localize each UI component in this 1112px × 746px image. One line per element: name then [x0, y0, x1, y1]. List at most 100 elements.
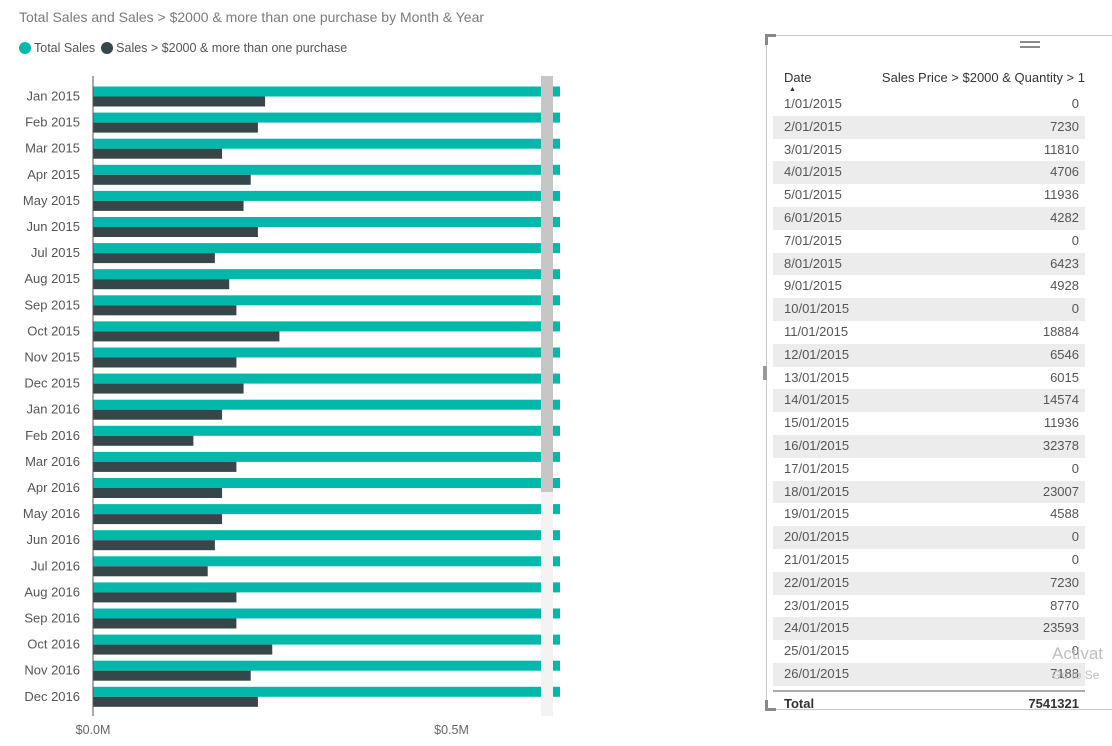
bar-sales-over-2000[interactable]	[93, 566, 208, 577]
bar-sales-over-2000[interactable]	[93, 279, 230, 290]
table-row[interactable]: 18/01/2015 23007	[773, 480, 1085, 504]
bar-sales-over-2000[interactable]	[93, 227, 258, 237]
bar-total-sales[interactable]	[93, 164, 560, 175]
bar-sales-over-2000[interactable]	[93, 670, 251, 681]
bar-total-sales[interactable]	[93, 608, 560, 619]
bar-sales-over-2000[interactable]	[93, 383, 244, 394]
bar-total-sales[interactable]	[93, 686, 560, 697]
bar-total-sales[interactable]	[93, 451, 560, 462]
resize-handle-bottom-left[interactable]	[765, 700, 776, 711]
bar-sales-over-2000[interactable]	[93, 488, 223, 498]
bar-sales-over-2000[interactable]	[93, 592, 237, 603]
column-header-sales[interactable]: Sales Price > $2000 & Quantity > 1	[881, 70, 1085, 85]
bar-total-sales[interactable]	[93, 112, 560, 123]
table-row[interactable]: 3/01/2015 11810	[773, 139, 1085, 162]
y-tick-label: Apr 2016	[27, 480, 80, 495]
table-body: 1/01/2015 0 2/01/2015 7230 3/01/2015 11810 4/0…	[773, 93, 1085, 686]
cell-date: 12/01/2015	[784, 346, 850, 362]
bar-total-sales[interactable]	[93, 347, 560, 358]
drag-handle-icon[interactable]	[1020, 41, 1040, 49]
chart-scrollbar-thumb[interactable]	[541, 76, 553, 492]
sort-ascending-icon[interactable]: ▲	[789, 86, 796, 93]
bar-sales-over-2000[interactable]	[93, 461, 237, 472]
table-row[interactable]: 11/01/2015 18884	[773, 321, 1085, 344]
bar-sales-over-2000[interactable]	[93, 148, 223, 159]
bar-total-sales[interactable]	[93, 530, 560, 541]
bar-sales-over-2000[interactable]	[93, 644, 273, 655]
bar-sales-over-2000[interactable]	[93, 696, 258, 707]
table-row[interactable]: 7/01/2015 0	[773, 230, 1085, 253]
table-row[interactable]: 14/01/2015 14574	[773, 389, 1085, 413]
table-row[interactable]: 5/01/2015 11936	[773, 184, 1085, 207]
bar-total-sales[interactable]	[93, 425, 560, 436]
bar-chart-visual[interactable]: Total Sales and Sales > $2000 & more tha…	[0, 0, 560, 746]
bar-sales-over-2000[interactable]	[93, 122, 258, 133]
cell-sales-value: 0	[1071, 643, 1079, 659]
bar-sales-over-2000[interactable]	[93, 357, 237, 368]
table-row[interactable]: 16/01/2015 32378	[773, 434, 1085, 458]
legend-item-sales-over-2000[interactable]: Sales > $2000 & more than one purchase	[101, 41, 347, 55]
table-row[interactable]: 4/01/2015 4706	[773, 161, 1085, 185]
data-table: Date ▲ Sales Price > $2000 & Quantity > …	[773, 67, 1085, 716]
y-tick-label: Jun 2015	[27, 219, 81, 234]
table-row[interactable]: 8/01/2015 6423	[773, 252, 1085, 276]
bar-total-sales[interactable]	[93, 217, 560, 227]
bar-sales-over-2000[interactable]	[93, 514, 223, 525]
table-row[interactable]: 2/01/2015 7230	[773, 115, 1085, 139]
table-row[interactable]: 9/01/2015 4928	[773, 275, 1085, 298]
table-row[interactable]: 15/01/2015 11936	[773, 412, 1085, 435]
table-row[interactable]: 24/01/2015 23593	[773, 617, 1085, 641]
bar-total-sales[interactable]	[93, 295, 560, 306]
bar-total-sales[interactable]	[93, 556, 560, 567]
table-row[interactable]: 6/01/2015 4282	[773, 206, 1085, 230]
table-row[interactable]: 1/01/2015 0	[773, 93, 1085, 116]
bar-total-sales[interactable]	[93, 478, 560, 488]
table-row[interactable]: 20/01/2015 0	[773, 526, 1085, 549]
bar-sales-over-2000[interactable]	[93, 253, 215, 264]
bar-total-sales[interactable]	[93, 321, 560, 332]
bar-total-sales[interactable]	[93, 399, 560, 410]
chart-legend: Total Sales Sales > $2000 & more than on…	[19, 41, 353, 55]
bar-sales-over-2000[interactable]	[93, 305, 237, 316]
bar-sales-over-2000[interactable]	[93, 96, 266, 107]
bar-total-sales[interactable]	[93, 634, 560, 645]
table-row[interactable]: 10/01/2015 0	[773, 298, 1085, 321]
bar-sales-over-2000[interactable]	[93, 435, 194, 446]
bar-total-sales[interactable]	[93, 138, 560, 149]
table-row[interactable]: 12/01/2015 6546	[773, 343, 1085, 367]
column-header-date[interactable]: Date	[784, 70, 812, 85]
table-row[interactable]: 23/01/2015 8770	[773, 595, 1085, 618]
table-row[interactable]: 21/01/2015 0	[773, 549, 1085, 572]
resize-handle-top-left[interactable]	[765, 34, 776, 45]
bar-sales-over-2000[interactable]	[93, 200, 244, 211]
table-row[interactable]: 17/01/2015 0	[773, 458, 1085, 481]
table-visual[interactable]: Date ▲ Sales Price > $2000 & Quantity > …	[763, 34, 1112, 711]
cell-sales-value: 14574	[1042, 392, 1079, 408]
table-row[interactable]: 25/01/2015 0	[773, 640, 1085, 663]
table-header-row: Date ▲ Sales Price > $2000 & Quantity > …	[773, 67, 1085, 93]
table-row[interactable]: 26/01/2015 7188	[773, 662, 1085, 686]
bar-sales-over-2000[interactable]	[93, 540, 215, 551]
y-tick-label: Apr 2015	[27, 167, 80, 182]
bar-sales-over-2000[interactable]	[93, 174, 251, 185]
y-tick-label: May 2015	[23, 193, 80, 208]
cell-date: 19/01/2015	[784, 506, 850, 522]
bar-sales-over-2000[interactable]	[93, 331, 280, 342]
resize-handle-left[interactable]	[763, 366, 767, 380]
table-row[interactable]: 22/01/2015 7230	[773, 571, 1085, 595]
bar-sales-over-2000[interactable]	[93, 409, 223, 420]
legend-label: Total Sales	[34, 41, 96, 55]
bar-total-sales[interactable]	[93, 504, 560, 515]
bar-sales-over-2000[interactable]	[93, 618, 237, 629]
y-tick-label: Mar 2016	[25, 454, 80, 469]
table-row[interactable]: 13/01/2015 6015	[773, 367, 1085, 390]
table-row[interactable]: 19/01/2015 4588	[773, 503, 1085, 526]
legend-item-total-sales[interactable]: Total Sales	[19, 41, 95, 55]
bar-total-sales[interactable]	[93, 243, 560, 254]
bar-total-sales[interactable]	[93, 86, 560, 97]
bar-total-sales[interactable]	[93, 190, 560, 201]
bar-total-sales[interactable]	[93, 373, 560, 384]
bar-total-sales[interactable]	[93, 269, 560, 280]
bar-total-sales[interactable]	[93, 582, 560, 593]
bar-total-sales[interactable]	[93, 660, 560, 671]
